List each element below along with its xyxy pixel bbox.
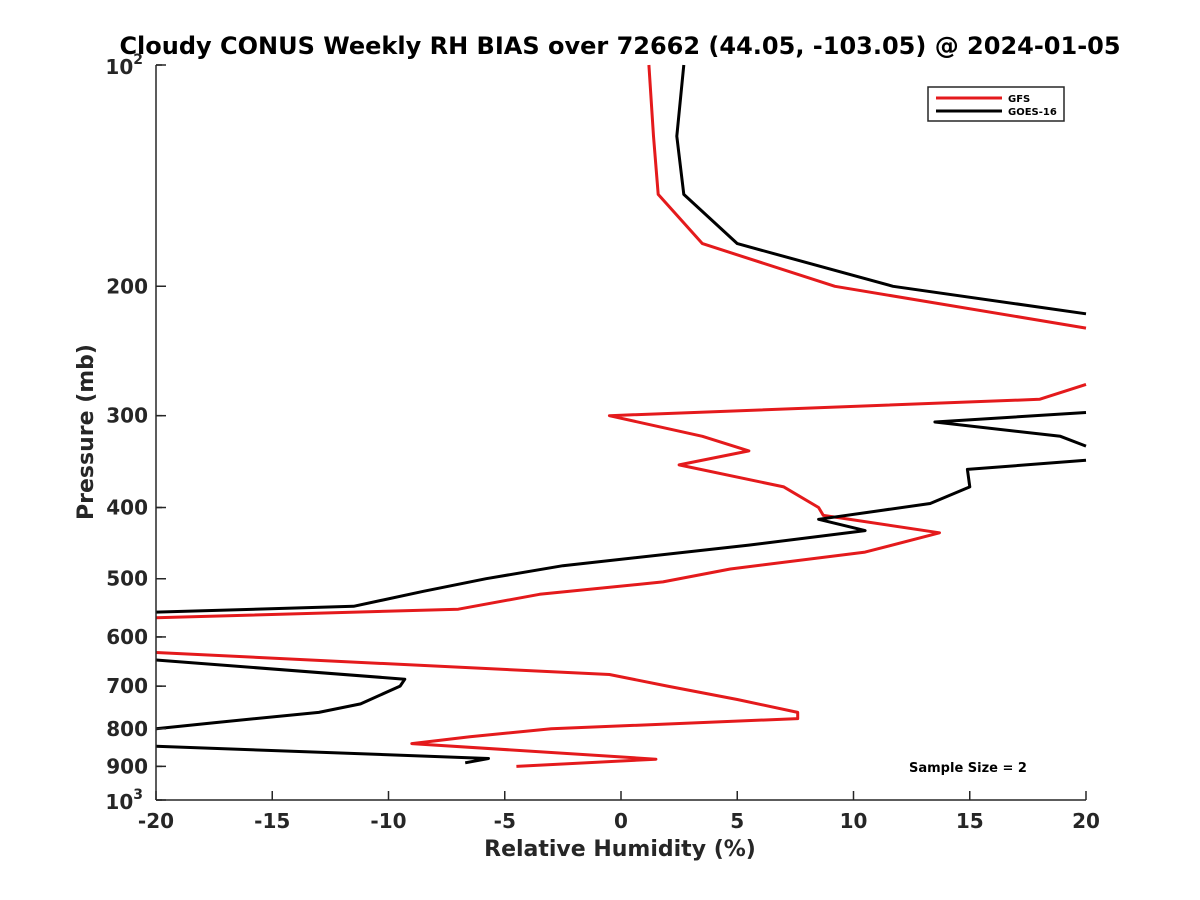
legend-label-gfs: GFS [1008, 94, 1030, 105]
x-tick-label: 10 [840, 809, 868, 833]
y-tick-label-bottom: 103 [105, 787, 143, 814]
x-tick-label: 0 [614, 809, 628, 833]
y-tick-label-top: 102 [105, 52, 143, 79]
y-tick-label: 600 [106, 625, 148, 649]
x-tick-label: -20 [138, 809, 174, 833]
y-tick-label: 800 [106, 717, 148, 741]
y-tick-label: 400 [106, 496, 148, 520]
y-tick-label: 700 [106, 674, 148, 698]
series-line-goes-16 [155, 64, 1087, 765]
y-axis-label: Pressure (mb) [74, 344, 99, 520]
x-tick-label: -10 [370, 809, 406, 833]
y-tick-label: 200 [106, 274, 148, 298]
legend-label-goes-16: GOES-16 [1008, 107, 1057, 118]
series-line-gfs [155, 64, 1087, 768]
x-tick-label: -5 [494, 809, 516, 833]
plot-lines [155, 64, 1087, 768]
chart-title: Cloudy CONUS Weekly RH BIAS over 72662 (… [119, 32, 1120, 60]
x-axis-label: Relative Humidity (%) [484, 837, 756, 862]
y-tick-label: 900 [106, 754, 148, 778]
x-tick-label: -15 [254, 809, 290, 833]
sample-size-annotation: Sample Size = 2 [909, 761, 1027, 776]
axes: -20 -15 -10 -5 0 5 10 15 20 200 300 400 500 600 700 800… [105, 52, 1100, 833]
y-tick-label: 300 [106, 404, 148, 428]
legend-box [927, 86, 1065, 122]
x-tick-label: 20 [1072, 809, 1100, 833]
x-tick-label: 15 [956, 809, 984, 833]
x-tick-label: 5 [730, 809, 744, 833]
y-tick-label: 500 [106, 567, 148, 591]
legend: GFS GOES-16 [927, 86, 1065, 122]
